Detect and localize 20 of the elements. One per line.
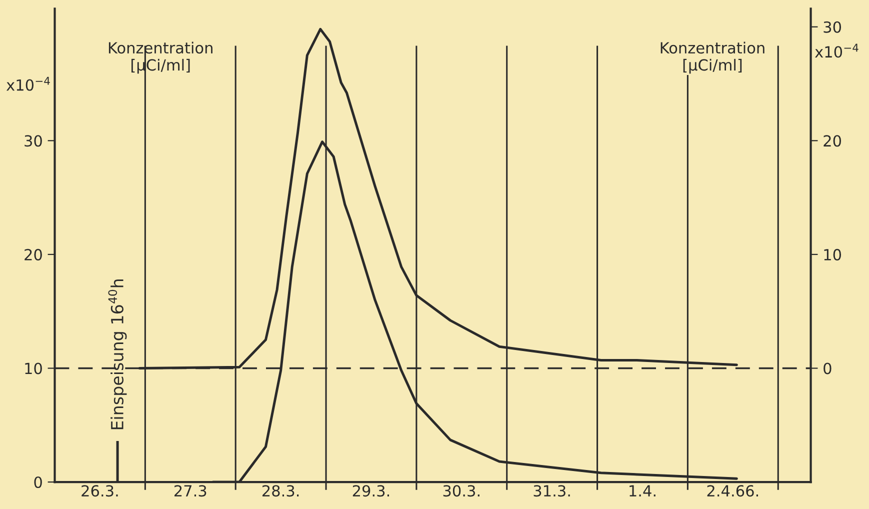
x-tick-label: 30.3. bbox=[443, 485, 480, 497]
y-tick-label: 0 bbox=[34, 476, 42, 488]
y-tick-label: 20 bbox=[24, 248, 42, 260]
x-tick-label: 1.4. bbox=[630, 485, 656, 496]
x-tick-label: 28.3. bbox=[262, 485, 299, 497]
y2-tick-label: 0 bbox=[824, 362, 832, 374]
x-tick-label: 2.4.66. bbox=[707, 485, 758, 497]
y2-tick-label: 10 bbox=[824, 248, 842, 260]
y-tick-label: 10 bbox=[25, 362, 42, 374]
y2-tick-label: 30 bbox=[824, 21, 842, 33]
y2-axis-title: Konzentration [µCi/ml] bbox=[660, 42, 764, 74]
y-tick-label: 30 bbox=[24, 135, 42, 147]
x-tick-label: 26.3. bbox=[82, 485, 118, 497]
text: x10$^{−4}$ bbox=[6, 76, 50, 91]
x-tick-label: 29.3. bbox=[352, 485, 390, 497]
y2-tick-label: 20 bbox=[824, 135, 842, 147]
text: x10$^{−4}$ bbox=[814, 44, 858, 58]
ref-line-label: Einspeisung 16$^{40}$h bbox=[108, 279, 127, 430]
x-tick-label: 27.3 bbox=[174, 485, 206, 497]
x-tick-label: 31.3. bbox=[534, 485, 570, 497]
